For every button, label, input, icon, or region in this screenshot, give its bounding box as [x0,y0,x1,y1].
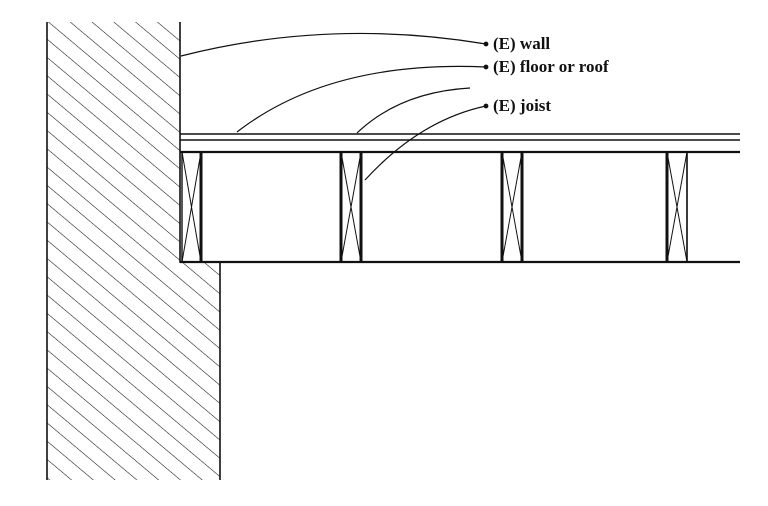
joist-section [181,151,203,263]
joist-label: (E) joist [493,96,551,115]
joist-section [500,151,524,263]
wall-leader [180,32,487,57]
wall-hatch-fill [47,22,220,480]
joist-section [339,151,363,263]
floor-roof-deck [180,133,740,264]
joist-leader [364,105,487,181]
wall-label: (E) wall [493,34,550,53]
joists [181,151,688,263]
floor-leader-secondary [356,87,471,134]
floor-leader [236,65,487,133]
joist-section [665,151,688,263]
existing-wall [46,22,221,480]
leader-lines [180,32,489,181]
floor-or-roof-label: (E) floor or roof [493,57,609,76]
